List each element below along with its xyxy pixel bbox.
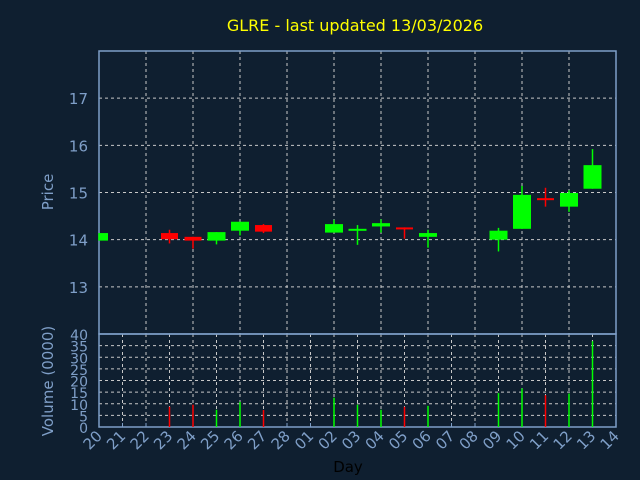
candle-body: [396, 227, 413, 230]
volume-tick-label: 35: [70, 340, 88, 356]
x-tick-label: 24: [174, 427, 200, 453]
volume-axis-label: Volume (0000): [39, 326, 57, 436]
candle-body: [161, 233, 178, 240]
x-tick-label: 01: [291, 427, 317, 453]
x-tick-label: 13: [573, 427, 599, 453]
candle-body: [583, 165, 602, 189]
candle-body: [231, 221, 249, 231]
x-tick-label: 10: [503, 427, 529, 453]
candle-body: [372, 223, 390, 227]
x-tick-label: 14: [597, 427, 623, 453]
volume-tick-label: 15: [70, 386, 88, 402]
x-tick-label: 11: [526, 427, 552, 453]
candle-body: [99, 233, 108, 241]
candle-body: [325, 224, 343, 233]
x-tick-label: 09: [479, 427, 505, 453]
candle-body: [537, 198, 554, 201]
volume-tick-label: 20: [70, 375, 88, 391]
candle-body: [513, 194, 531, 229]
volume-tick-label: 25: [70, 363, 88, 379]
price-tick-label: 15: [69, 185, 88, 203]
x-tick-label: 27: [244, 427, 270, 453]
x-tick-label: 06: [409, 427, 435, 453]
x-tick-label: 28: [268, 427, 294, 453]
candle-body: [184, 236, 202, 241]
candle-body: [560, 192, 578, 207]
candle-body: [489, 230, 508, 240]
chart-title: GLRE - last updated 13/03/2026: [227, 16, 483, 35]
candle-body: [207, 232, 226, 241]
volume-tick-label: 0: [79, 421, 88, 437]
volume-tick-label: 10: [70, 398, 88, 414]
x-tick-label: 03: [338, 427, 364, 453]
price-tick-label: 13: [69, 279, 88, 297]
volume-tick-label: 40: [70, 328, 88, 344]
x-tick-label: 08: [456, 427, 482, 453]
x-tick-label: 25: [197, 427, 223, 453]
candle-body: [348, 228, 367, 231]
x-tick-label: 22: [127, 427, 153, 453]
x-tick-label: 21: [103, 427, 129, 453]
x-tick-label: 23: [150, 427, 176, 453]
candle-body: [255, 225, 272, 232]
x-axis-label: Day: [333, 458, 363, 476]
price-tick-label: 16: [69, 137, 88, 155]
x-tick-label: 26: [221, 427, 247, 453]
x-tick-label: 07: [432, 427, 458, 453]
price-tick-label: 14: [69, 232, 88, 250]
volume-tick-label: 5: [79, 409, 88, 425]
x-tick-label: 05: [385, 427, 411, 453]
price-tick-label: 17: [69, 90, 88, 108]
x-tick-label: 12: [550, 427, 576, 453]
x-tick-label: 02: [315, 427, 341, 453]
candle-body: [419, 233, 437, 237]
volume-tick-label: 30: [70, 351, 88, 367]
x-tick-label: 04: [362, 427, 388, 453]
price-axis-label: Price: [39, 174, 57, 211]
